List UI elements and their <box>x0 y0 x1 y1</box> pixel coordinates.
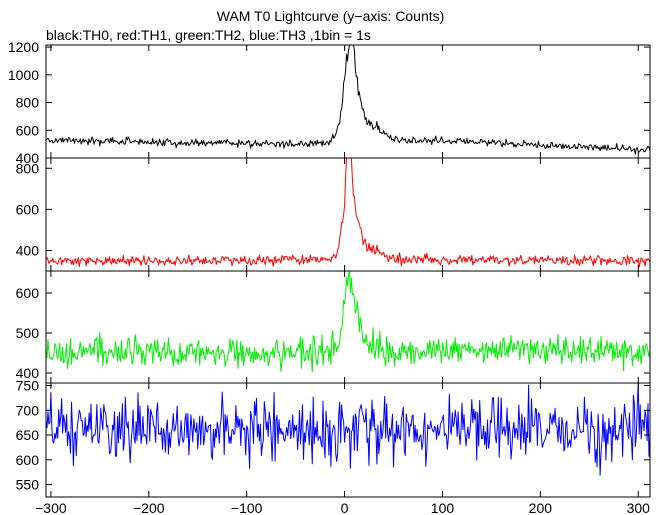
x-tick-label: 300 <box>627 500 651 515</box>
panel-frame-th3 <box>45 382 651 498</box>
y-tick-label: 600 <box>16 452 40 468</box>
y-tick-label: 400 <box>16 242 40 258</box>
x-tick-label: 100 <box>431 500 455 515</box>
x-tick-label: 200 <box>529 500 553 515</box>
series-line-th3 <box>45 382 651 476</box>
chart-title: WAM T0 Lightcurve (y−axis: Counts) <box>216 8 445 24</box>
y-tick-label: 800 <box>16 95 40 111</box>
y-tick-label: 500 <box>16 325 40 341</box>
x-tick-label: 0 <box>341 500 349 515</box>
y-tick-label: 700 <box>16 402 40 418</box>
panel-frame-th2 <box>45 270 651 384</box>
x-tick-label: −100 <box>231 500 263 515</box>
series-line-th1 <box>45 157 651 268</box>
x-tick-label: −200 <box>133 500 165 515</box>
y-tick-label: 1000 <box>8 67 39 83</box>
y-tick-label: 800 <box>16 160 40 176</box>
series-line-th2 <box>45 270 651 373</box>
y-tick-label: 600 <box>16 201 40 217</box>
y-tick-label: 400 <box>16 365 40 381</box>
y-tick-label: 1200 <box>8 39 39 55</box>
y-tick-label: 650 <box>16 427 40 443</box>
y-tick-label: 600 <box>16 285 40 301</box>
x-tick-label: −300 <box>35 500 67 515</box>
series-line-th0 <box>45 44 651 155</box>
chart-subtitle: black:TH0, red:TH1, green:TH2, blue:TH3 … <box>46 27 371 43</box>
y-tick-label: 600 <box>16 122 40 138</box>
y-tick-label: 550 <box>16 477 40 493</box>
y-tick-label: 400 <box>16 150 40 166</box>
panel-frame-th1 <box>45 157 651 272</box>
y-tick-label: 750 <box>16 377 40 393</box>
